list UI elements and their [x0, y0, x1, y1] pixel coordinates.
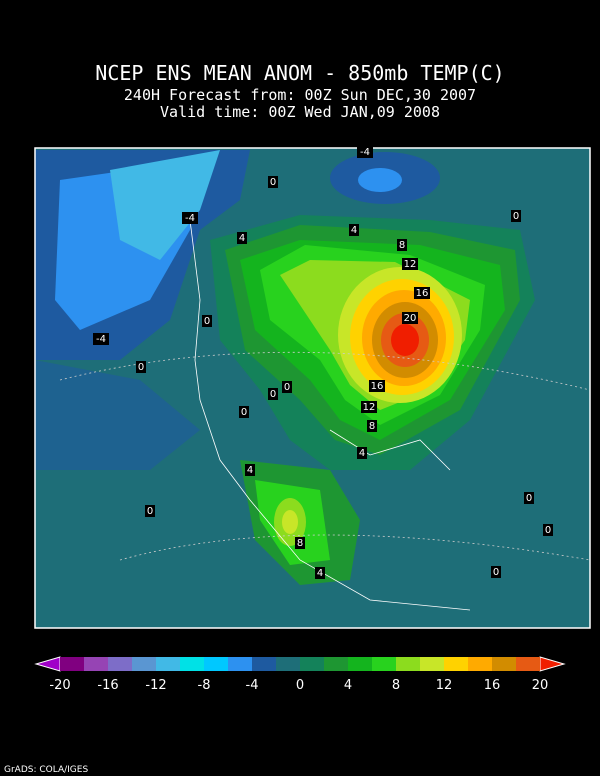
contour-label-bg — [402, 258, 418, 270]
contour-label: -4 — [96, 334, 106, 345]
contour-label-bg — [524, 492, 534, 504]
colorbar-tick-label: 16 — [484, 678, 501, 693]
contour-label-bg — [182, 212, 198, 224]
colorbar-swatch — [156, 657, 180, 671]
contour-label: 16 — [416, 288, 429, 299]
subtitle: Valid time: 00Z Wed JAN,09 2008 — [160, 103, 440, 121]
colorbar-swatch — [276, 657, 300, 671]
subtitle: 240H Forecast from: 00Z Sun DEC,30 2007 — [124, 86, 476, 104]
colorbar-swatch — [108, 657, 132, 671]
contour-label-bg — [397, 239, 407, 251]
contour-label-bg — [361, 401, 377, 413]
contour-label-bg — [402, 312, 418, 324]
colorbar-tick-label: -12 — [145, 678, 166, 693]
contour-label: 0 — [270, 389, 276, 400]
contour-label: 0 — [241, 407, 247, 418]
contour-label: 8 — [297, 538, 303, 549]
contour-label-bg — [136, 361, 146, 373]
colorbar-under — [34, 656, 61, 672]
colorbar-swatch — [372, 657, 396, 671]
contour-label: 12 — [404, 259, 417, 270]
contour-label-bg — [349, 224, 359, 236]
colorbar-swatch — [516, 657, 540, 671]
colorbar-swatch — [228, 657, 252, 671]
contour-label-bg — [315, 567, 325, 579]
contour-label: 0 — [147, 506, 153, 517]
colorbar-swatch — [132, 657, 156, 671]
contour-label: 4 — [247, 465, 253, 476]
contour-label: 4 — [317, 568, 323, 579]
contour-label: 4 — [351, 225, 357, 236]
contour-label: 0 — [138, 362, 144, 373]
colorbar-tick-label: -20 — [49, 678, 70, 693]
contour-label: 8 — [399, 240, 405, 251]
contour-label-bg — [282, 381, 292, 393]
contour-label-bg — [367, 420, 377, 432]
colorbar-swatch — [204, 657, 228, 671]
contour-label: 16 — [371, 381, 384, 392]
credit: GrADS: COLA/IGES — [4, 765, 88, 775]
colorbar-swatch — [180, 657, 204, 671]
contour-label: 0 — [526, 493, 532, 504]
contour-label-bg — [268, 388, 278, 400]
contour-label-bg — [491, 566, 501, 578]
colorbar-tick-label: -8 — [198, 678, 211, 693]
colorbar: -20 -16 -12 -8 -4 0 4 8 12 16 20 — [34, 656, 566, 693]
contour-label: 0 — [284, 382, 290, 393]
title: NCEP ENS MEAN ANOM - 850mb TEMP(C) — [95, 61, 504, 85]
contour-label: -4 — [360, 147, 370, 158]
colorbar-swatch — [348, 657, 372, 671]
colorbar-swatch — [84, 657, 108, 671]
contour-label-bg — [202, 315, 212, 327]
contour-label: 8 — [369, 421, 375, 432]
contour-label: 0 — [204, 316, 210, 327]
colorbar-swatch — [468, 657, 492, 671]
contour-label: 20 — [404, 313, 417, 324]
contour-label-bg — [357, 447, 367, 459]
contour-label-bg — [357, 146, 373, 158]
colorbar-over — [539, 656, 566, 672]
colorbar-tick-label: 4 — [344, 678, 352, 693]
contour-label-bg — [268, 176, 278, 188]
colorbar-swatch — [252, 657, 276, 671]
colorbar-swatch — [324, 657, 348, 671]
colorbar-tick-label: 20 — [532, 678, 549, 693]
contour-label-bg — [93, 333, 109, 345]
colorbar-swatch — [60, 657, 84, 671]
contour-label-bg — [237, 232, 247, 244]
colorbar-tick-label: 12 — [436, 678, 453, 693]
contour-label-bg — [295, 537, 305, 549]
colorbar-swatch — [444, 657, 468, 671]
contour-label-bg — [369, 380, 385, 392]
contour-label: 0 — [513, 211, 519, 222]
contour-label: 4 — [239, 233, 245, 244]
contour-label: 4 — [359, 448, 365, 459]
colorbar-tick-label: -16 — [97, 678, 118, 693]
contour-label: 0 — [270, 177, 276, 188]
colorbar-swatch — [300, 657, 324, 671]
contour-label: 0 — [493, 567, 499, 578]
colorbar-swatch — [492, 657, 516, 671]
contour-label-bg — [145, 505, 155, 517]
contour-label-bg — [239, 406, 249, 418]
colorbar-tick-label: -4 — [246, 678, 259, 693]
contour-label: 0 — [545, 525, 551, 536]
contour-label: 12 — [363, 402, 376, 413]
colorbar-tick-label: 8 — [392, 678, 400, 693]
contour-label-bg — [414, 287, 430, 299]
colorbar-tick-label: 0 — [296, 678, 304, 693]
colorbar-swatch — [420, 657, 444, 671]
contour-label-bg — [543, 524, 553, 536]
colorbar-swatch — [396, 657, 420, 671]
contour-label: -4 — [185, 213, 195, 224]
contour-label-bg — [245, 464, 255, 476]
contour-label-bg — [511, 210, 521, 222]
